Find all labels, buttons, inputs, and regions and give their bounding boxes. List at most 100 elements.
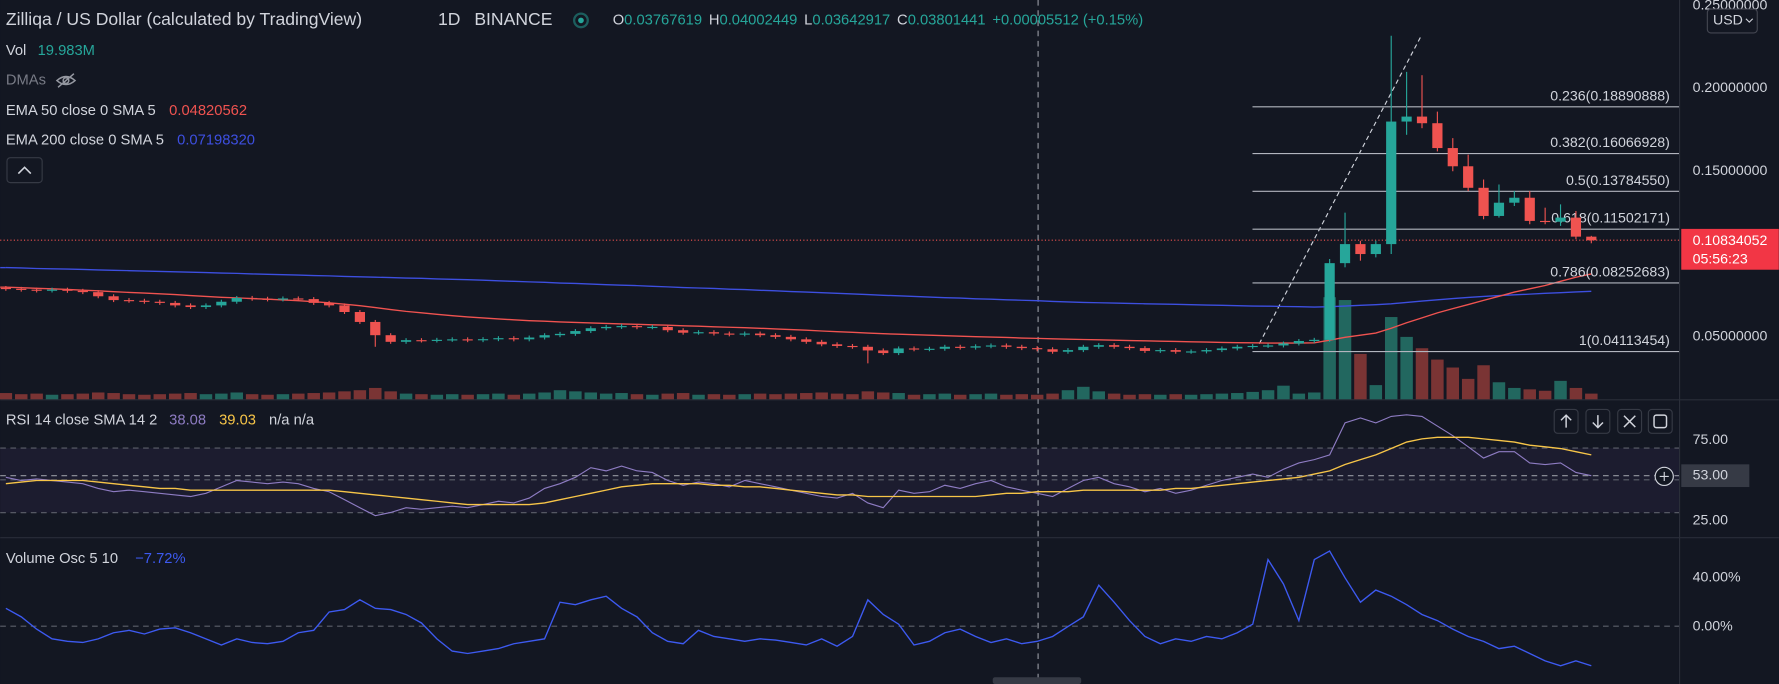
candle-body	[1324, 263, 1335, 340]
candle-body	[431, 339, 442, 341]
candle-body	[1386, 121, 1397, 245]
candle-body	[354, 312, 365, 322]
candle-body	[616, 326, 627, 328]
volume-bar	[430, 394, 444, 400]
cursor-label: 53.00	[1693, 467, 1729, 483]
volume-bar	[45, 394, 59, 400]
time-scroll-handle[interactable]	[992, 677, 1082, 684]
candle-body	[1124, 346, 1135, 349]
volume-bar	[953, 394, 967, 400]
pane-down-button[interactable]	[1585, 408, 1611, 434]
price-tick-label: 0.05000000	[1693, 329, 1768, 345]
market-status-dot	[578, 17, 584, 24]
add-button[interactable]	[1654, 466, 1674, 487]
volume-bar	[476, 394, 490, 400]
volume-bar	[415, 394, 428, 400]
volume-bar	[1154, 394, 1167, 400]
pane-up-button[interactable]	[1553, 408, 1579, 434]
candle-body	[185, 305, 196, 308]
pane-maximize-button[interactable]	[1647, 408, 1673, 434]
volume-bar	[877, 392, 890, 400]
volume-bar	[168, 393, 182, 400]
vol-value: 19.983M	[38, 43, 95, 59]
ohlc-change: +0.00005512 (+0.15%)	[992, 12, 1143, 28]
candle-body	[247, 297, 258, 300]
volume-bar	[1369, 385, 1383, 400]
pane-close-button[interactable]	[1617, 408, 1643, 434]
volume-bar	[569, 391, 582, 400]
candle-layer	[0, 35, 1597, 364]
candle-body	[447, 339, 458, 341]
volume-bar	[846, 394, 859, 400]
candle-body	[123, 300, 135, 302]
candle-body	[16, 288, 27, 290]
candle-body	[493, 338, 504, 340]
candle-body	[370, 321, 381, 336]
volume-bar	[507, 394, 521, 400]
candle-body	[755, 333, 766, 336]
candle-body	[631, 326, 643, 328]
candle-body	[308, 299, 319, 303]
volume-bar	[1400, 336, 1413, 400]
rsi-tick-label: 25.00	[1693, 512, 1729, 528]
volume-bar	[815, 392, 828, 400]
candle-body	[1370, 244, 1381, 255]
candle-body	[324, 302, 335, 306]
volume-bar	[738, 394, 751, 400]
candle-body	[585, 328, 596, 332]
hidden-eye-icon[interactable]	[55, 73, 77, 88]
candle-body	[724, 333, 735, 335]
volume-bar	[1277, 385, 1290, 400]
ohlc-key: C	[897, 12, 908, 28]
volume-bar	[1569, 387, 1583, 400]
fib-layer: 0.236(0.18890888) 0.382(0.16066928) 0.5(0.…	[1252, 88, 1679, 353]
volume-bar	[276, 394, 290, 400]
candle-body	[524, 337, 535, 340]
candle-body	[554, 333, 566, 336]
currency-button[interactable]: USD	[1706, 8, 1758, 34]
candle-body	[1109, 345, 1120, 347]
volume-bar	[1338, 300, 1352, 400]
volume-bar	[830, 393, 844, 400]
volume-bar	[199, 394, 213, 400]
volume-bar	[584, 392, 598, 400]
candle-body	[785, 336, 796, 340]
candle-body	[1355, 244, 1366, 255]
ohlc-values: O0.03767619 H0.04002449 L0.03642917 C0.0380…	[613, 12, 1143, 28]
candle-body	[939, 346, 950, 349]
cursor-tag	[1681, 464, 1750, 488]
volume-bar	[1492, 382, 1506, 400]
collapse-legend-button[interactable]	[6, 157, 43, 184]
volume-bar	[1523, 389, 1536, 400]
candle-body	[862, 346, 873, 351]
candle-body	[1155, 350, 1166, 352]
candle-body	[1540, 220, 1551, 223]
volume-bar	[892, 393, 905, 400]
candle-body	[1247, 345, 1258, 348]
volume-bar	[907, 394, 921, 400]
candle-body	[647, 326, 658, 329]
currency-label: USD	[1713, 13, 1743, 29]
volume-bar	[1308, 392, 1321, 400]
candle-body	[154, 301, 165, 303]
volume-bar	[1446, 367, 1460, 400]
volume-bar	[245, 394, 259, 400]
rsi-title: RSI 14 close SMA 14 2	[6, 413, 158, 429]
volume-bar	[646, 394, 659, 400]
volume-bar	[1354, 353, 1367, 400]
candle-body	[277, 298, 289, 300]
candle-body	[477, 339, 489, 341]
volume-bar	[615, 393, 628, 400]
volume-bar	[538, 392, 551, 400]
candle-body	[1186, 351, 1197, 353]
candle-body	[539, 335, 550, 338]
volume-bar	[1292, 393, 1306, 400]
volume-bar	[800, 393, 813, 400]
candle-body	[385, 335, 396, 342]
volume-bar	[707, 394, 721, 400]
candle-body	[1478, 187, 1489, 216]
volume-bar	[1261, 390, 1275, 400]
axis-layer: 0.250000000.200000000.150000000.05000000…	[0, 0, 1779, 634]
candle-body	[924, 348, 935, 350]
